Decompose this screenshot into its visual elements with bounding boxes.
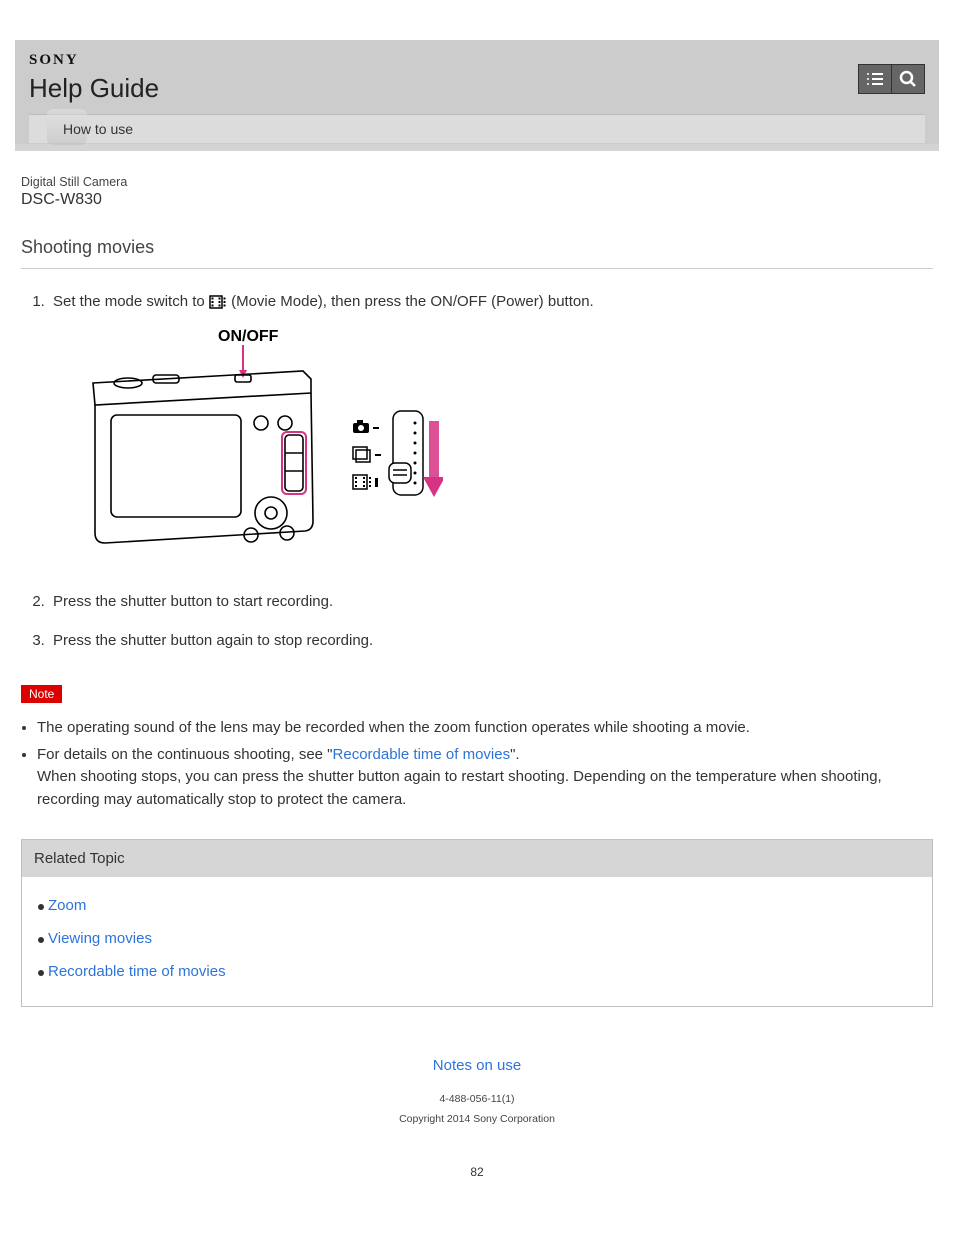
- note2-post: ".: [510, 746, 520, 763]
- viewing-movies-link[interactable]: Viewing movies: [48, 930, 152, 947]
- related-recordable: Recordable time of movies: [36, 955, 918, 988]
- title-rule: [21, 268, 933, 269]
- camera-illustration: ON/OFF: [53, 323, 443, 563]
- step-3: Press the shutter button again to stop r…: [49, 626, 939, 665]
- note2-pre: For details on the continuous shooting, …: [37, 746, 333, 763]
- article-title: Shooting movies: [21, 237, 933, 258]
- header-icon-group: [859, 64, 925, 94]
- related-viewing: Viewing movies: [36, 922, 918, 955]
- step-2: Press the shutter button to start record…: [49, 587, 939, 626]
- movie-mode-icon: [209, 294, 227, 315]
- product-model: DSC-W830: [21, 191, 933, 209]
- notes-list: The operating sound of the lens may be r…: [37, 715, 933, 813]
- search-icon[interactable]: [891, 64, 925, 94]
- page-footer: Notes on use 4-488-056-11(1) Copyright 2…: [15, 1057, 939, 1179]
- steps-list: Set the mode switch to (Movie Mode), the…: [49, 287, 939, 665]
- recordable-time-link-inline[interactable]: Recordable time of movies: [333, 746, 511, 763]
- related-zoom: Zoom: [36, 889, 918, 922]
- note2-line2: When shooting stops, you can press the s…: [37, 768, 882, 808]
- note-1: The operating sound of the lens may be r…: [37, 715, 933, 742]
- mode-icons: [353, 420, 381, 489]
- header-bar: SONY Help Guide: [15, 40, 939, 143]
- related-body: Zoom Viewing movies Recordable time of m…: [22, 877, 932, 1006]
- list-icon[interactable]: [858, 64, 892, 94]
- related-heading: Related Topic: [22, 840, 932, 877]
- tab-bar: How to use: [29, 114, 925, 143]
- page-number: 82: [15, 1165, 939, 1179]
- divider-bar: [15, 143, 939, 151]
- note-2: For details on the continuous shooting, …: [37, 742, 933, 814]
- doc-number: 4-488-056-11(1): [15, 1093, 939, 1105]
- notes-on-use-link[interactable]: Notes on use: [433, 1057, 521, 1074]
- camera-figure: ON/OFF: [53, 323, 939, 563]
- product-category: Digital Still Camera: [21, 175, 933, 189]
- step-1: Set the mode switch to (Movie Mode), the…: [49, 287, 939, 587]
- step1-text-pre: Set the mode switch to: [53, 293, 209, 310]
- zoom-link[interactable]: Zoom: [48, 897, 86, 914]
- page-title: Help Guide: [29, 73, 925, 104]
- product-meta: Digital Still Camera DSC-W830: [15, 151, 939, 209]
- note-badge: Note: [21, 685, 62, 703]
- related-topic-box: Related Topic Zoom Viewing movies Record…: [21, 839, 933, 1007]
- onoff-label: ON/OFF: [218, 328, 279, 345]
- recordable-time-link[interactable]: Recordable time of movies: [48, 963, 226, 980]
- page-root: SONY Help Guide: [0, 0, 954, 1199]
- copyright: Copyright 2014 Sony Corporation: [15, 1113, 939, 1125]
- brand-logo: SONY: [29, 52, 925, 69]
- step1-text-post: (Movie Mode), then press the ON/OFF (Pow…: [227, 293, 594, 310]
- tab-how-to-use[interactable]: How to use: [63, 121, 133, 137]
